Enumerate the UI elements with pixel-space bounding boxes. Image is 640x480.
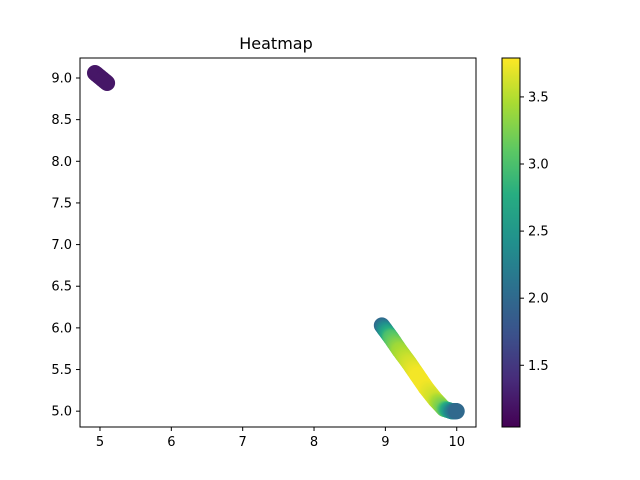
y-tick-label: 5.5 [51, 363, 72, 378]
x-tick-label: 9 [381, 435, 389, 450]
colorbar-gradient [501, 57, 521, 428]
x-tick-label: 7 [239, 435, 247, 450]
data-point [448, 403, 465, 420]
x-tick-label: 5 [96, 435, 104, 450]
y-tick-label: 6.0 [51, 321, 72, 336]
data-point [99, 74, 116, 91]
x-tick-label: 10 [448, 435, 465, 450]
x-tick-label: 8 [310, 435, 318, 450]
y-tick-label: 9.0 [51, 71, 72, 86]
plot-frame [79, 57, 477, 428]
colorbar-tick-label: 1.5 [528, 359, 549, 374]
x-axis: 5 6 7 8 9 10 [96, 427, 465, 450]
chart-title: Heatmap [239, 34, 313, 53]
x-tick-label: 6 [167, 435, 175, 450]
colorbar-tick-label: 2.5 [528, 225, 549, 240]
colorbar: 1.5 2.0 2.5 3.0 3.5 [501, 57, 549, 428]
y-tick-label: 5.0 [51, 405, 72, 420]
y-tick-label: 7.5 [51, 196, 72, 211]
y-tick-label: 8.0 [51, 155, 72, 170]
colorbar-tick-label: 3.0 [528, 158, 549, 173]
y-axis: 5.0 5.5 6.0 6.5 7.0 7.5 8.0 8.5 9.0 [51, 71, 80, 420]
y-tick-label: 8.5 [51, 113, 72, 128]
plot-area [86, 64, 465, 420]
colorbar-tick-label: 3.5 [528, 90, 549, 105]
colorbar-tick-label: 2.0 [528, 292, 549, 307]
y-tick-label: 6.5 [51, 280, 72, 295]
y-tick-label: 7.0 [51, 238, 72, 253]
